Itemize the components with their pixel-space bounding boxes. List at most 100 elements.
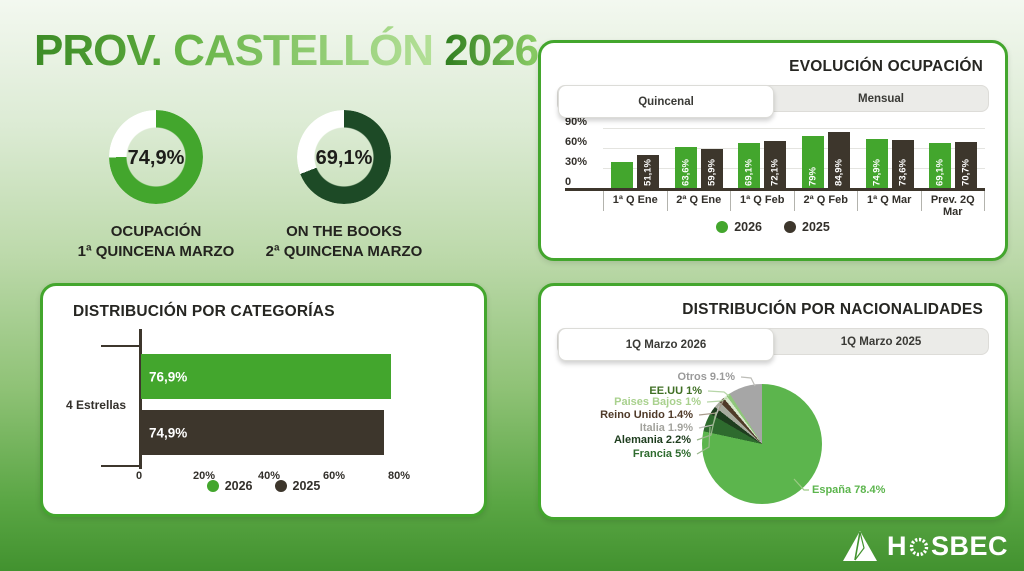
bar-value-label: 74,9% <box>871 159 883 186</box>
legend-dot <box>206 480 219 492</box>
category-label: 4 Estrellas <box>65 398 126 412</box>
hosbec-triangle-icon <box>842 531 877 561</box>
bar-group: 74,9% 73,6% <box>858 129 922 189</box>
x-axis-tick-label: 40% <box>257 470 281 482</box>
bar-group: 69,1% 70,7% <box>921 129 985 189</box>
y-axis-tick-label: 90% <box>565 116 588 128</box>
bar-group: 63,6% 59,9% <box>667 129 731 189</box>
x-axis-tick-label: 20% <box>192 470 216 482</box>
pie <box>702 384 822 504</box>
panel-evolucion-ocupacion: EVOLUCIÓN OCUPACIÓN Quincenal Mensual 0 3… <box>538 40 1008 261</box>
bar-value-label: 76,9% <box>149 369 188 384</box>
legend-item-2026: 2026 <box>206 479 253 493</box>
bar-2026: 69,1% <box>929 142 952 189</box>
pie-label-italia: Italia 1.9% <box>639 422 693 434</box>
donut-value-onthebooks: 69,1% <box>315 147 373 169</box>
pie-label-reino-unido: Reino Unido 1.4% <box>600 409 693 421</box>
brand-text-right: SBEC <box>930 530 1008 561</box>
bar-value-label: 70,7% <box>960 159 972 186</box>
legend-dot <box>274 480 287 492</box>
legend-label: 2025 <box>802 220 830 234</box>
x-axis-category-label: 1ª Q Feb <box>730 189 794 211</box>
bar-value-label: 79% <box>807 166 819 186</box>
nacionalidades-pie-chart: Otros 9.1% EE.UU 1% Paises Bajos 1% Reino U… <box>541 359 1005 519</box>
hosbec-wordmark: H SBEC <box>887 531 1008 562</box>
x-axis-category-label: Prev. 2Q Mar <box>920 189 985 218</box>
donut-value-ocupacion: 74,9% <box>127 147 185 169</box>
y-axis-tick-label: 0 <box>565 176 572 188</box>
pie-label-alemania: Alemania 2.2% <box>613 434 691 446</box>
bar-2025: 84,9% <box>827 132 850 189</box>
panel-distribucion-nacionalidades: DISTRIBUCIÓN POR NACIONALIDADES 1Q Marzo… <box>538 283 1008 520</box>
donut-chart-ocupacion <box>109 110 203 204</box>
x-axis-category-label: 2ª Q Feb <box>793 189 858 211</box>
tab-1q-marzo-2026[interactable]: 1Q Marzo 2026 <box>558 328 774 361</box>
legend-item-2025: 2025 <box>784 220 830 234</box>
tab-quincenal[interactable]: Quincenal <box>558 85 774 118</box>
bar-2025: 72,1% <box>764 140 787 189</box>
page-title-word-castellon: CASTELLÓN <box>173 26 434 75</box>
bar-2026: 79% <box>801 136 824 189</box>
gridline <box>603 168 985 169</box>
x-axis-tick-label: 60% <box>322 470 346 482</box>
x-axis-tick-label: 80% <box>387 470 411 482</box>
bar-2026: 74,9% <box>865 139 888 189</box>
legend-dot <box>716 221 729 233</box>
bar-2026: 63,6% <box>674 146 697 189</box>
bar-group: 51,1% <box>603 129 667 189</box>
y-axis-tick-label: 30% <box>565 156 588 168</box>
x-axis-categories: 1ª Q Ene 2ª Q Ene 1ª Q Feb 2ª Q Feb 1ª Q Mar… <box>603 189 985 218</box>
brand-text-left: H <box>886 530 907 561</box>
bar-value-label: 69,1% <box>743 159 755 186</box>
donut-chart-onthebooks <box>297 110 391 204</box>
gridline <box>603 128 985 129</box>
y-axis-tick <box>101 345 139 347</box>
page-title-word-prov: PROV. <box>34 26 163 75</box>
bar-2025: 70,7% <box>955 141 978 189</box>
categorias-title: DISTRIBUCIÓN POR CATEGORÍAS <box>73 303 335 320</box>
pie-label-paises-bajos: Paises Bajos 1% <box>614 396 701 408</box>
legend-item-2026: 2026 <box>716 220 762 234</box>
x-axis-tick-label: 0 <box>135 470 143 482</box>
bar-value-label: 69,1% <box>934 159 946 186</box>
panel-distribucion-categorias: DISTRIBUCIÓN POR CATEGORÍAS 4 Estrellas … <box>40 283 487 517</box>
bar-value-label: 63,6% <box>680 159 691 186</box>
pie-label-otros: Otros 9.1% <box>677 371 735 383</box>
page-title: PROV. CASTELLÓN 2026 <box>34 26 539 76</box>
evolucion-tabs: Quincenal Mensual <box>557 85 989 118</box>
legend-label: 2025 <box>292 479 321 493</box>
legend-label: 2026 <box>734 220 762 234</box>
categorias-bar-chart: 4 Estrellas 76,9% 74,9% 0 20% 40% 60% 80% <box>43 327 484 482</box>
x-axis-category-label: 2ª Q Ene <box>666 189 731 211</box>
hosbec-sun-o-icon <box>909 537 929 557</box>
bar-value-label: 73,6% <box>897 159 909 186</box>
legend-dot <box>784 221 796 233</box>
x-axis-category-label: 1ª Q Mar <box>857 189 921 211</box>
nacionalidades-title: DISTRIBUCIÓN POR NACIONALIDADES <box>682 301 983 318</box>
tab-1q-marzo-2025[interactable]: 1Q Marzo 2025 <box>840 335 922 348</box>
evolucion-bar-chart: 0 30% 60% 90% 51,1% 63,6% 59,9% 69,1% 72,1% 79% 84… <box>565 116 985 218</box>
y-axis-tick <box>101 465 139 467</box>
bar-2025: 51,1% <box>636 154 659 189</box>
y-axis-tick-label: 60% <box>565 136 588 148</box>
bar-value-label: 72,1% <box>769 159 781 186</box>
x-axis-category-label: 1ª Q Ene <box>603 189 667 211</box>
y-axis-line <box>139 329 142 469</box>
bar-2026: 69,1% <box>738 142 761 189</box>
bar-2026 <box>610 161 633 189</box>
legend-item-2025: 2025 <box>274 479 321 493</box>
page-title-word-year: 2026 <box>444 26 539 75</box>
bar-2025: 59,9% <box>700 149 723 189</box>
bar-group: 79% 84,9% <box>794 129 858 189</box>
bar-2026: 76,9% <box>141 354 391 399</box>
donut-caption-onthebooks: ON THE BOOKS 2ª QUINCENA MARZO <box>265 223 423 260</box>
bar-group: 69,1% 72,1% <box>730 129 794 189</box>
bar-2025: 73,6% <box>891 139 914 189</box>
pie-label-ee-uu: EE.UU 1% <box>649 385 702 397</box>
bar-value-label: 74,9% <box>149 425 188 440</box>
hosbec-logo: H SBEC <box>842 530 1008 562</box>
bar-value-label: 84,9% <box>833 159 845 186</box>
gridline <box>603 148 985 149</box>
tab-mensual[interactable]: Mensual <box>857 92 904 105</box>
